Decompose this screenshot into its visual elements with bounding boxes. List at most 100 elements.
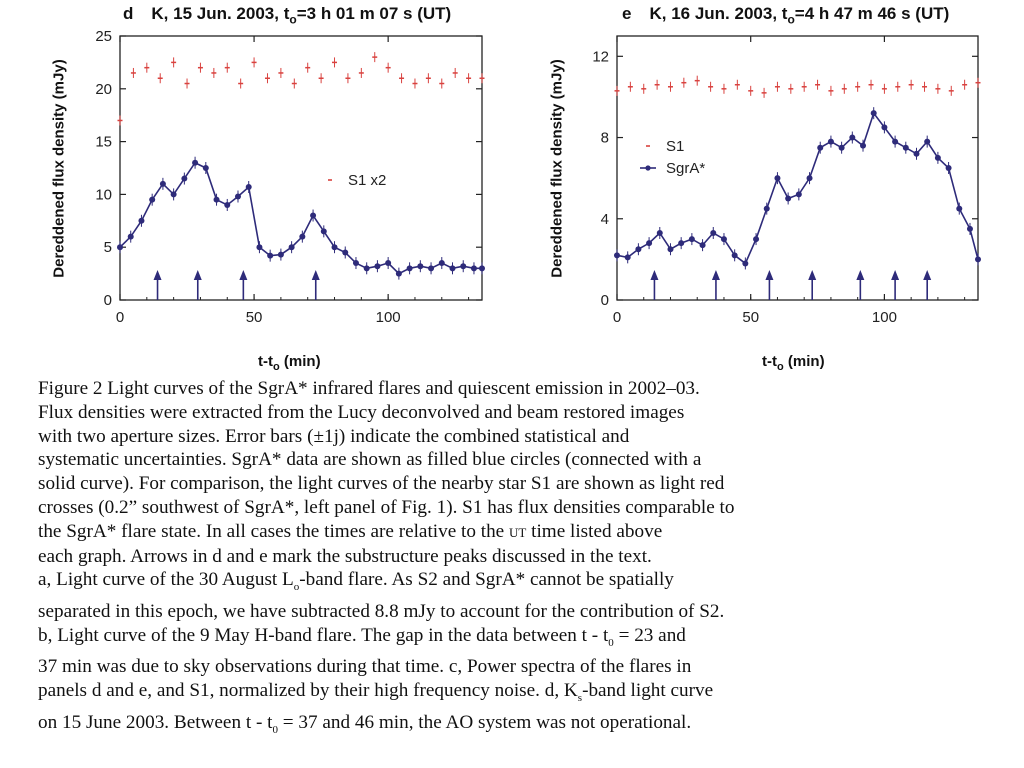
data-point-sgra bbox=[838, 144, 845, 151]
data-point-sgra bbox=[234, 193, 241, 200]
data-point-sgra bbox=[470, 265, 477, 272]
panel-e-xlabel-sub: o bbox=[777, 361, 784, 373]
data-point-sgra bbox=[417, 263, 424, 270]
data-point-sgra bbox=[138, 217, 145, 224]
panel-d-band: K, bbox=[151, 4, 169, 23]
data-point-sgra bbox=[945, 165, 952, 171]
chart-canvas: 0 50 100 0 5 10 15 20 25 S1 x2 0 50 100 0 4 8 12 S1 SgrA* bbox=[95, 28, 981, 326]
data-point-sgra bbox=[720, 236, 727, 243]
y-tick-label: 0 bbox=[104, 292, 112, 309]
peak-arrow-head bbox=[765, 270, 774, 280]
data-point-sgra bbox=[827, 138, 834, 145]
data-point-sgra bbox=[688, 236, 695, 243]
panel-e-xlabel: t-to (min) bbox=[762, 353, 825, 373]
caption-line-5: solid curve). For comparison, the light … bbox=[38, 473, 725, 495]
x-tick-label: 100 bbox=[872, 309, 897, 326]
y-tick-label: 8 bbox=[601, 130, 609, 147]
data-point-sgra bbox=[667, 246, 674, 253]
data-point-sgra bbox=[320, 228, 327, 235]
panel-e-date: 16 Jun. 2003, bbox=[671, 4, 778, 23]
caption-line-11: b, Light curve of the 9 May H-band flare… bbox=[38, 624, 1018, 656]
data-point-sgra bbox=[127, 233, 134, 240]
data-point-sgra bbox=[299, 233, 306, 240]
caption-line-7a: the SgrA* flare state. In all cases the … bbox=[38, 520, 505, 542]
peak-arrow-head bbox=[923, 270, 932, 280]
data-point-sgra bbox=[395, 270, 402, 277]
data-point-sgra bbox=[902, 144, 909, 151]
data-point-sgra bbox=[913, 150, 920, 157]
data-point-sgra bbox=[795, 191, 802, 198]
data-point-sgra bbox=[710, 229, 717, 236]
data-point-sgra bbox=[924, 138, 931, 145]
x-tick-label: 50 bbox=[246, 309, 263, 326]
x-tick-label: 100 bbox=[376, 309, 401, 326]
panel-d-title: d K, 15 Jun. 2003, to=3 h 01 m 07 s (UT) bbox=[123, 4, 451, 26]
peak-arrow-head bbox=[856, 270, 865, 280]
data-point-sgra bbox=[646, 240, 653, 247]
data-point-sgra bbox=[753, 236, 760, 243]
panel-d-letter: d bbox=[123, 4, 134, 23]
y-tick-label: 0 bbox=[601, 292, 609, 309]
peak-arrow-head bbox=[311, 270, 320, 280]
data-point-sgra bbox=[363, 265, 370, 272]
caption-line-1: Figure 2 Light curves of the SgrA* infra… bbox=[38, 378, 700, 399]
data-point-sgra bbox=[342, 249, 349, 256]
data-point-sgra bbox=[860, 142, 867, 149]
data-point-sgra bbox=[460, 263, 467, 270]
data-point-sgra bbox=[656, 229, 663, 236]
data-point-sgra bbox=[742, 260, 749, 267]
data-point-sgra bbox=[213, 196, 220, 203]
data-point-sgra bbox=[956, 205, 963, 212]
panel-d-time: =3 h 01 m 07 s (UT) bbox=[296, 4, 452, 23]
panel-e-sub: o bbox=[787, 12, 795, 27]
legend-label: SgrA* bbox=[666, 160, 705, 177]
data-point-sgra bbox=[438, 260, 445, 267]
data-point-sgra bbox=[181, 175, 188, 182]
data-point-sgra bbox=[256, 244, 263, 251]
caption-line-3: with two aperture sizes. Error bars (±1j… bbox=[38, 425, 630, 447]
data-point-sgra bbox=[449, 265, 456, 272]
figure-caption: Figure 2 Light curves of the SgrA* infra… bbox=[38, 377, 1018, 742]
panel-e-time: =4 h 47 m 46 s (UT) bbox=[794, 4, 950, 23]
data-point-sgra bbox=[881, 124, 888, 131]
x-tick-label: 0 bbox=[116, 309, 124, 326]
data-point-sgra bbox=[352, 260, 359, 267]
data-point-sgra bbox=[406, 265, 413, 272]
data-point-sgra bbox=[159, 180, 166, 187]
caption-zero-sub-1: 0 bbox=[608, 636, 614, 649]
series-line-sgra bbox=[616, 111, 979, 265]
legend-label: S1 bbox=[666, 138, 684, 155]
data-point-sgra bbox=[731, 252, 738, 259]
caption-line-11a: b, Light curve of the 9 May H-band flare… bbox=[38, 624, 609, 646]
data-point-sgra bbox=[202, 165, 209, 171]
caption-line-10: separated in this epoch, we have subtrac… bbox=[38, 601, 725, 622]
panel-e-t: t bbox=[781, 4, 788, 23]
data-point-sgra bbox=[192, 159, 199, 166]
data-point-sgra bbox=[149, 196, 156, 203]
data-point-sgra bbox=[331, 244, 338, 251]
caption-line-14a: on 15 June 2003. Between t - t bbox=[38, 711, 273, 733]
y-tick-label: 10 bbox=[95, 186, 112, 203]
peak-arrow-head bbox=[153, 270, 162, 280]
data-point-sgra bbox=[870, 110, 877, 117]
legend-label: S1 x2 bbox=[348, 172, 386, 189]
caption-line-14: on 15 June 2003. Between t - t0 = 37 and… bbox=[38, 711, 1018, 743]
caption-line-13b: -band light curve bbox=[582, 680, 714, 702]
data-point-sgra bbox=[288, 244, 295, 251]
legend-dot-sgra bbox=[645, 165, 651, 171]
data-point-sgra bbox=[267, 252, 274, 259]
data-point-sgra bbox=[678, 240, 685, 247]
x-tick-label: 0 bbox=[613, 309, 621, 326]
data-point-sgra bbox=[966, 225, 973, 232]
panel-d-sub: o bbox=[289, 12, 297, 27]
x-tick-label: 50 bbox=[742, 309, 759, 326]
y-tick-label: 12 bbox=[592, 48, 609, 65]
panel-e-letter: e bbox=[622, 4, 632, 23]
caption-s-sub: s bbox=[577, 692, 583, 705]
panel-d-xlabel-t: t-t bbox=[258, 353, 273, 370]
caption-ut: UT bbox=[508, 524, 527, 540]
caption-line-2: Flux densities were extracted from the L… bbox=[38, 401, 685, 423]
data-point-sgra bbox=[245, 184, 252, 191]
y-tick-label: 20 bbox=[95, 81, 112, 98]
caption-line-9: a, Light curve of the 30 August Lo-band … bbox=[38, 568, 1018, 600]
